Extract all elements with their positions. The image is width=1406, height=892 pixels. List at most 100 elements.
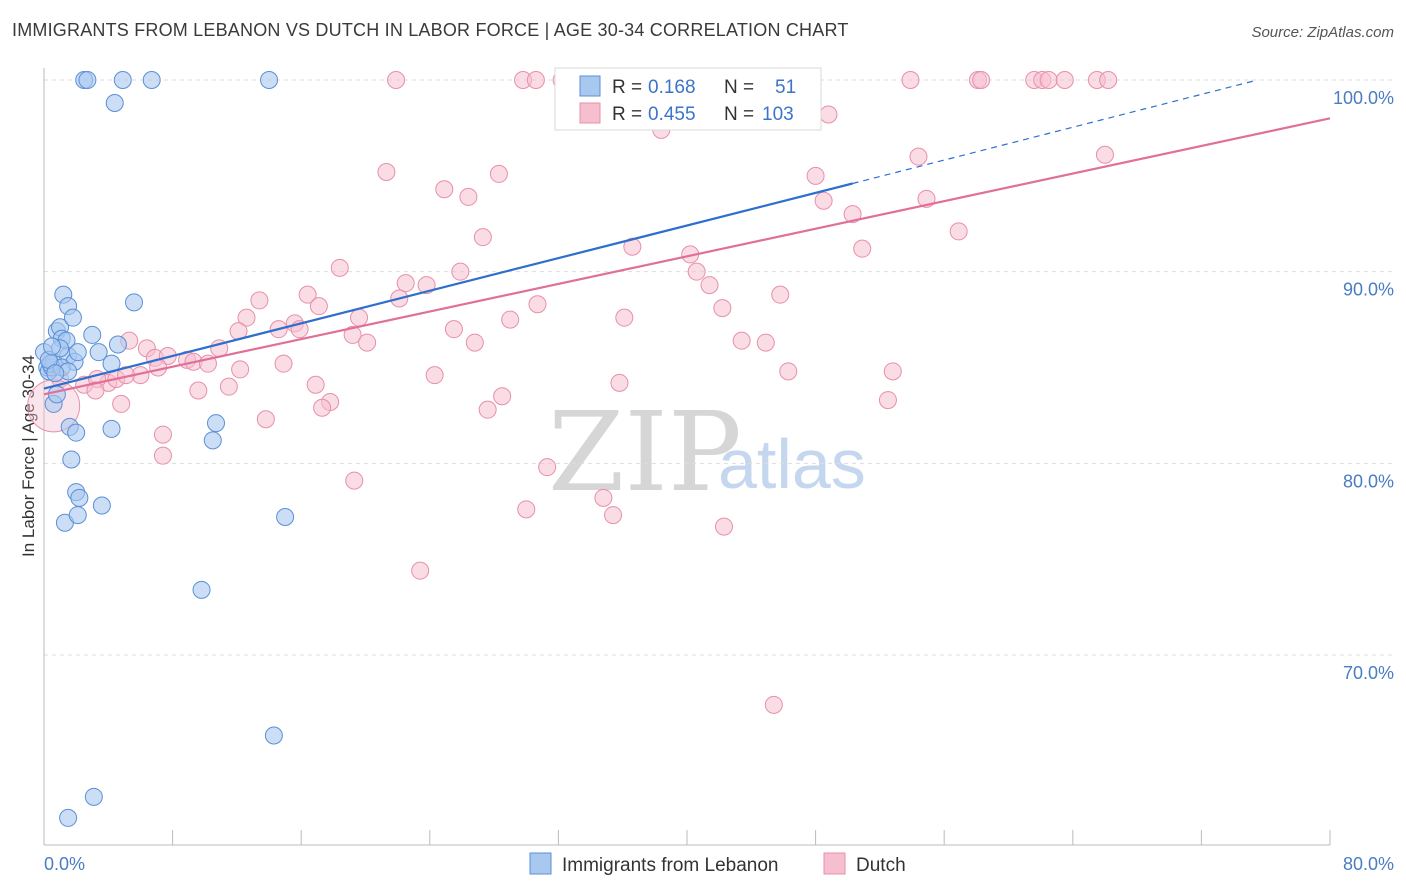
lebanon-point [63, 308, 82, 327]
dutch-point [313, 398, 332, 417]
lebanon-point [68, 343, 87, 362]
bottom-legend: Immigrants from Lebanon Dutch [529, 852, 906, 876]
dutch-point [700, 276, 719, 295]
y-axis-tick-labels: 70.0% 80.0% 90.0% 100.0% [1333, 88, 1394, 683]
lebanon-point [68, 506, 87, 525]
dutch-point [343, 325, 362, 344]
lebanon-point [108, 335, 127, 354]
lebanon-point [78, 71, 97, 89]
dutch-point [274, 354, 293, 373]
dutch-point [610, 373, 629, 392]
dutch-point [473, 228, 492, 247]
dutch-point [843, 205, 862, 224]
y-tick-label-90: 90.0% [1343, 280, 1394, 300]
lebanon-point [276, 508, 295, 526]
x-tick-label-max: 80.0% [1343, 854, 1394, 874]
x-axis-ticks [172, 830, 1331, 845]
dutch-point [909, 147, 928, 166]
dutch-point [878, 391, 897, 410]
dutch-point [714, 517, 733, 536]
lebanon-point [260, 71, 279, 89]
dutch-point [1055, 71, 1074, 89]
legend-swatch-lebanon [529, 852, 552, 875]
dutch-point [538, 458, 557, 477]
dutch-point [153, 425, 172, 444]
dutch-point [256, 410, 275, 429]
stats-swatch-dutch [579, 102, 601, 124]
dutch-point [517, 500, 536, 519]
dutch-point [501, 310, 520, 329]
lebanon-point [105, 94, 124, 112]
dutch-point [425, 366, 444, 385]
stats-n-label-lebanon: N = [724, 77, 754, 98]
dutch-point [309, 297, 328, 316]
source-credit: Source: ZipAtlas.com [1251, 24, 1394, 41]
dutch-point [819, 105, 838, 124]
lebanon-point [59, 808, 78, 827]
stats-n-value-dutch: 103 [762, 104, 794, 125]
dutch-point [713, 299, 732, 318]
lebanon-point [113, 71, 132, 89]
y-tick-label-80: 80.0% [1343, 471, 1394, 491]
watermark-zip: ZIP [548, 388, 742, 516]
dutch-point [411, 561, 430, 580]
dutch-point [396, 274, 415, 293]
dutch-point [478, 400, 497, 419]
dutch-point [451, 262, 470, 281]
chart-title: IMMIGRANTS FROM LEBANON VS DUTCH IN LABO… [12, 20, 849, 40]
dutch-point [814, 191, 833, 210]
dutch-point [444, 320, 463, 339]
dutch-point [489, 164, 508, 183]
legend-label-lebanon: Immigrants from Lebanon [562, 855, 779, 876]
stats-swatch-lebanon [579, 75, 601, 97]
dutch-point [493, 387, 512, 406]
legend-swatch-dutch [823, 852, 846, 875]
dutch-point [345, 471, 364, 490]
lebanon-trend-extension [852, 79, 1258, 185]
dutch-point [237, 308, 256, 327]
dutch-point [250, 291, 269, 310]
stats-n-value-lebanon: 51 [775, 77, 796, 98]
y-tick-label-70: 70.0% [1343, 663, 1394, 683]
lebanon-point [102, 419, 121, 438]
lebanon-point [142, 71, 161, 89]
lebanon-point [207, 414, 226, 433]
dutch-point [435, 180, 454, 199]
lebanon-point [46, 364, 65, 383]
dutch-point [459, 187, 478, 206]
y-tick-label-100: 100.0% [1333, 88, 1394, 108]
dutch-point [779, 362, 798, 381]
dutch-point [387, 71, 406, 89]
lebanon-points [35, 71, 295, 827]
dutch-point [350, 308, 369, 327]
trend-lines [43, 79, 1331, 396]
dutch-point [1099, 71, 1118, 89]
dutch-point [972, 71, 991, 89]
lebanon-point [43, 337, 62, 356]
dutch-point [330, 258, 349, 277]
dutch-point [732, 331, 751, 350]
dutch-point [86, 381, 105, 400]
dutch-point [306, 375, 325, 394]
lebanon-point [203, 431, 222, 450]
lebanon-point [83, 325, 102, 344]
lebanon-point [67, 423, 86, 442]
lebanon-point [125, 293, 144, 312]
dutch-point [153, 446, 172, 465]
dutch-point [901, 71, 920, 89]
lebanon-point [92, 496, 111, 515]
dutch-point [687, 262, 706, 281]
stats-legend: R = 0.168 N = 51 R = 0.455 N = 103 [554, 67, 822, 131]
lebanon-point [47, 385, 66, 404]
dutch-point [112, 394, 131, 413]
dutch-point [219, 377, 238, 396]
dutch-point [756, 333, 775, 352]
lebanon-point [70, 488, 89, 507]
dutch-point [465, 333, 484, 352]
dutch-point [853, 239, 872, 258]
stats-r-value-dutch: 0.455 [648, 104, 696, 125]
lebanon-point [264, 726, 283, 745]
dutch-point [883, 362, 902, 381]
dutch-point [358, 333, 377, 352]
